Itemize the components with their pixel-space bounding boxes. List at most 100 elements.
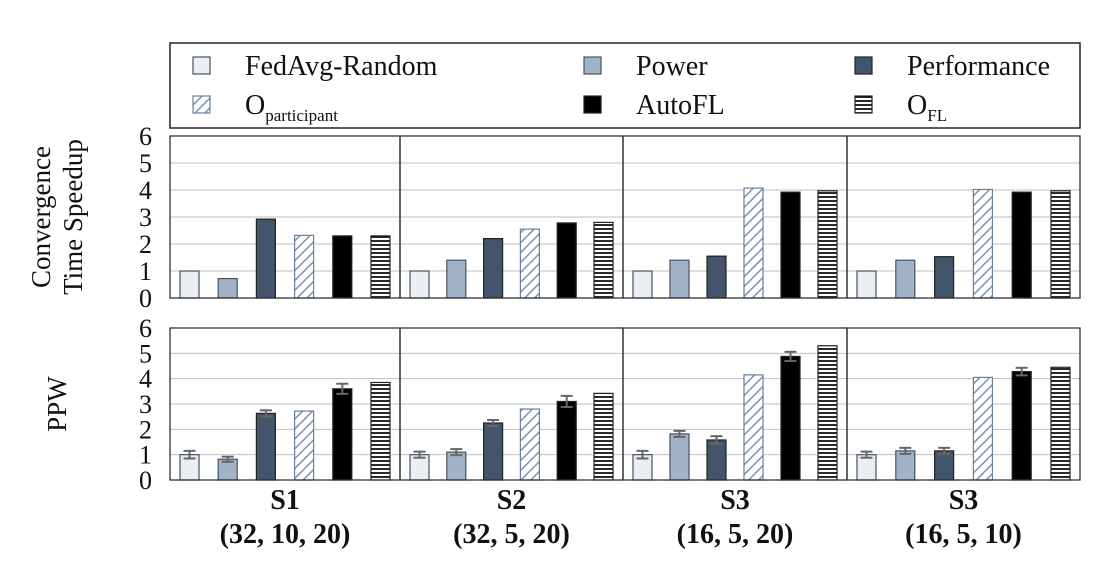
legend: FedAvg-Random Power Performance Oparticipan… (169, 42, 1081, 129)
panel-frame (846, 135, 1081, 299)
bar-oparticipant (294, 234, 315, 299)
legend-label-ofl: OFL (907, 90, 947, 125)
panel-frame (846, 327, 1081, 481)
bar-performance (255, 412, 276, 481)
bar-autofl (780, 191, 801, 299)
group-label-name: S3 (720, 485, 750, 516)
error-bar (487, 418, 500, 428)
error-bar (413, 450, 426, 459)
y-tick-label: 3 (139, 390, 152, 419)
bar-autofl (332, 388, 353, 481)
bar-power (446, 259, 467, 299)
error-bar (259, 409, 272, 418)
legend-label-oparticipant: Oparticipant (245, 90, 338, 125)
legend-sub-oparticipant: participant (265, 106, 338, 125)
y-tick-label: 2 (139, 415, 152, 444)
bar-performance (483, 238, 504, 299)
bar-autofl (1011, 370, 1032, 481)
legend-label-power: Power (636, 51, 708, 82)
group-label-params: (32, 5, 20) (453, 519, 570, 550)
bar-fedavg (856, 270, 877, 299)
bar-oparticipant (519, 228, 541, 299)
bar-performance (706, 255, 727, 299)
y-tick-label: 1 (139, 257, 152, 286)
error-bar (183, 449, 196, 460)
bar-performance (706, 439, 727, 481)
y-tick-label: 2 (139, 230, 152, 259)
bar-autofl (556, 222, 577, 299)
bar-oparticipant (519, 408, 541, 481)
y-tick-label: 0 (139, 466, 152, 495)
bar-oparticipant (743, 187, 764, 299)
error-bar (673, 429, 686, 438)
bar-fedavg (409, 270, 430, 299)
y-tick-label: 0 (139, 284, 152, 313)
bar-power (446, 451, 467, 481)
bar-autofl (332, 235, 353, 299)
legend-swatch-oparticipant (192, 95, 211, 114)
bar-ofl (817, 345, 838, 481)
y-tick-label: 6 (139, 122, 152, 151)
bar-performance (483, 422, 504, 481)
error-bar (899, 446, 912, 455)
error-bar (710, 435, 723, 445)
bar-autofl (780, 355, 801, 481)
group-label-name: S2 (497, 485, 527, 516)
y-axis-label: PPW (42, 376, 72, 432)
legend-frame (169, 42, 1081, 129)
bar-fedavg (632, 270, 653, 299)
error-bar (450, 448, 463, 457)
bar-power (669, 259, 690, 299)
bar-ofl (370, 235, 391, 299)
bar-ofl (593, 392, 614, 481)
bar-ofl (593, 221, 614, 299)
bar-power (217, 277, 238, 299)
y-tick-label: 6 (139, 314, 152, 343)
legend-label-autofl: AutoFL (636, 90, 725, 121)
legend-swatch-performance (854, 56, 873, 75)
bar-power (895, 450, 916, 481)
y-tick-label: 4 (139, 365, 152, 394)
bar-ofl (1050, 366, 1071, 481)
bar-fedavg (179, 270, 200, 299)
bar-autofl (556, 400, 577, 481)
error-bar (560, 394, 573, 409)
group-label-params: (32, 10, 20) (220, 519, 351, 550)
bar-oparticipant (294, 410, 315, 481)
bar-power (669, 433, 690, 481)
error-bar (1015, 366, 1028, 377)
y-tick-label: 5 (139, 339, 152, 368)
legend-swatch-power (583, 56, 602, 75)
y-tick-label: 1 (139, 441, 152, 470)
group-label-params: (16, 5, 20) (677, 519, 794, 550)
bar-power (895, 259, 916, 299)
legend-label-fedavg: FedAvg-Random (245, 51, 438, 82)
legend-label-performance: Performance (907, 51, 1050, 82)
y-tick-label: 3 (139, 203, 152, 232)
error-bar (221, 455, 234, 463)
legend-swatch-fedavg (192, 56, 211, 75)
group-label-params: (16, 5, 10) (905, 519, 1022, 550)
bar-performance (255, 218, 276, 299)
bar-autofl (1011, 191, 1032, 299)
bar-ofl (1050, 190, 1071, 299)
bar-performance (933, 256, 955, 299)
error-bar (784, 350, 797, 362)
error-bar (938, 446, 951, 455)
bar-oparticipant (972, 188, 994, 299)
legend-sub-ofl: FL (927, 106, 947, 125)
bar-ofl (817, 190, 838, 299)
error-bar (636, 449, 649, 460)
legend-swatch-ofl (854, 95, 873, 114)
error-bar (860, 450, 873, 459)
group-label-name: S3 (949, 485, 979, 516)
bar-performance (933, 450, 955, 481)
y-tick-label: 5 (139, 149, 152, 178)
bar-oparticipant (972, 376, 994, 481)
group-label-name: S1 (270, 485, 300, 516)
legend-swatch-autofl (583, 95, 602, 114)
y-axis-label: Time Speedup (58, 139, 88, 295)
error-bar (336, 382, 349, 395)
